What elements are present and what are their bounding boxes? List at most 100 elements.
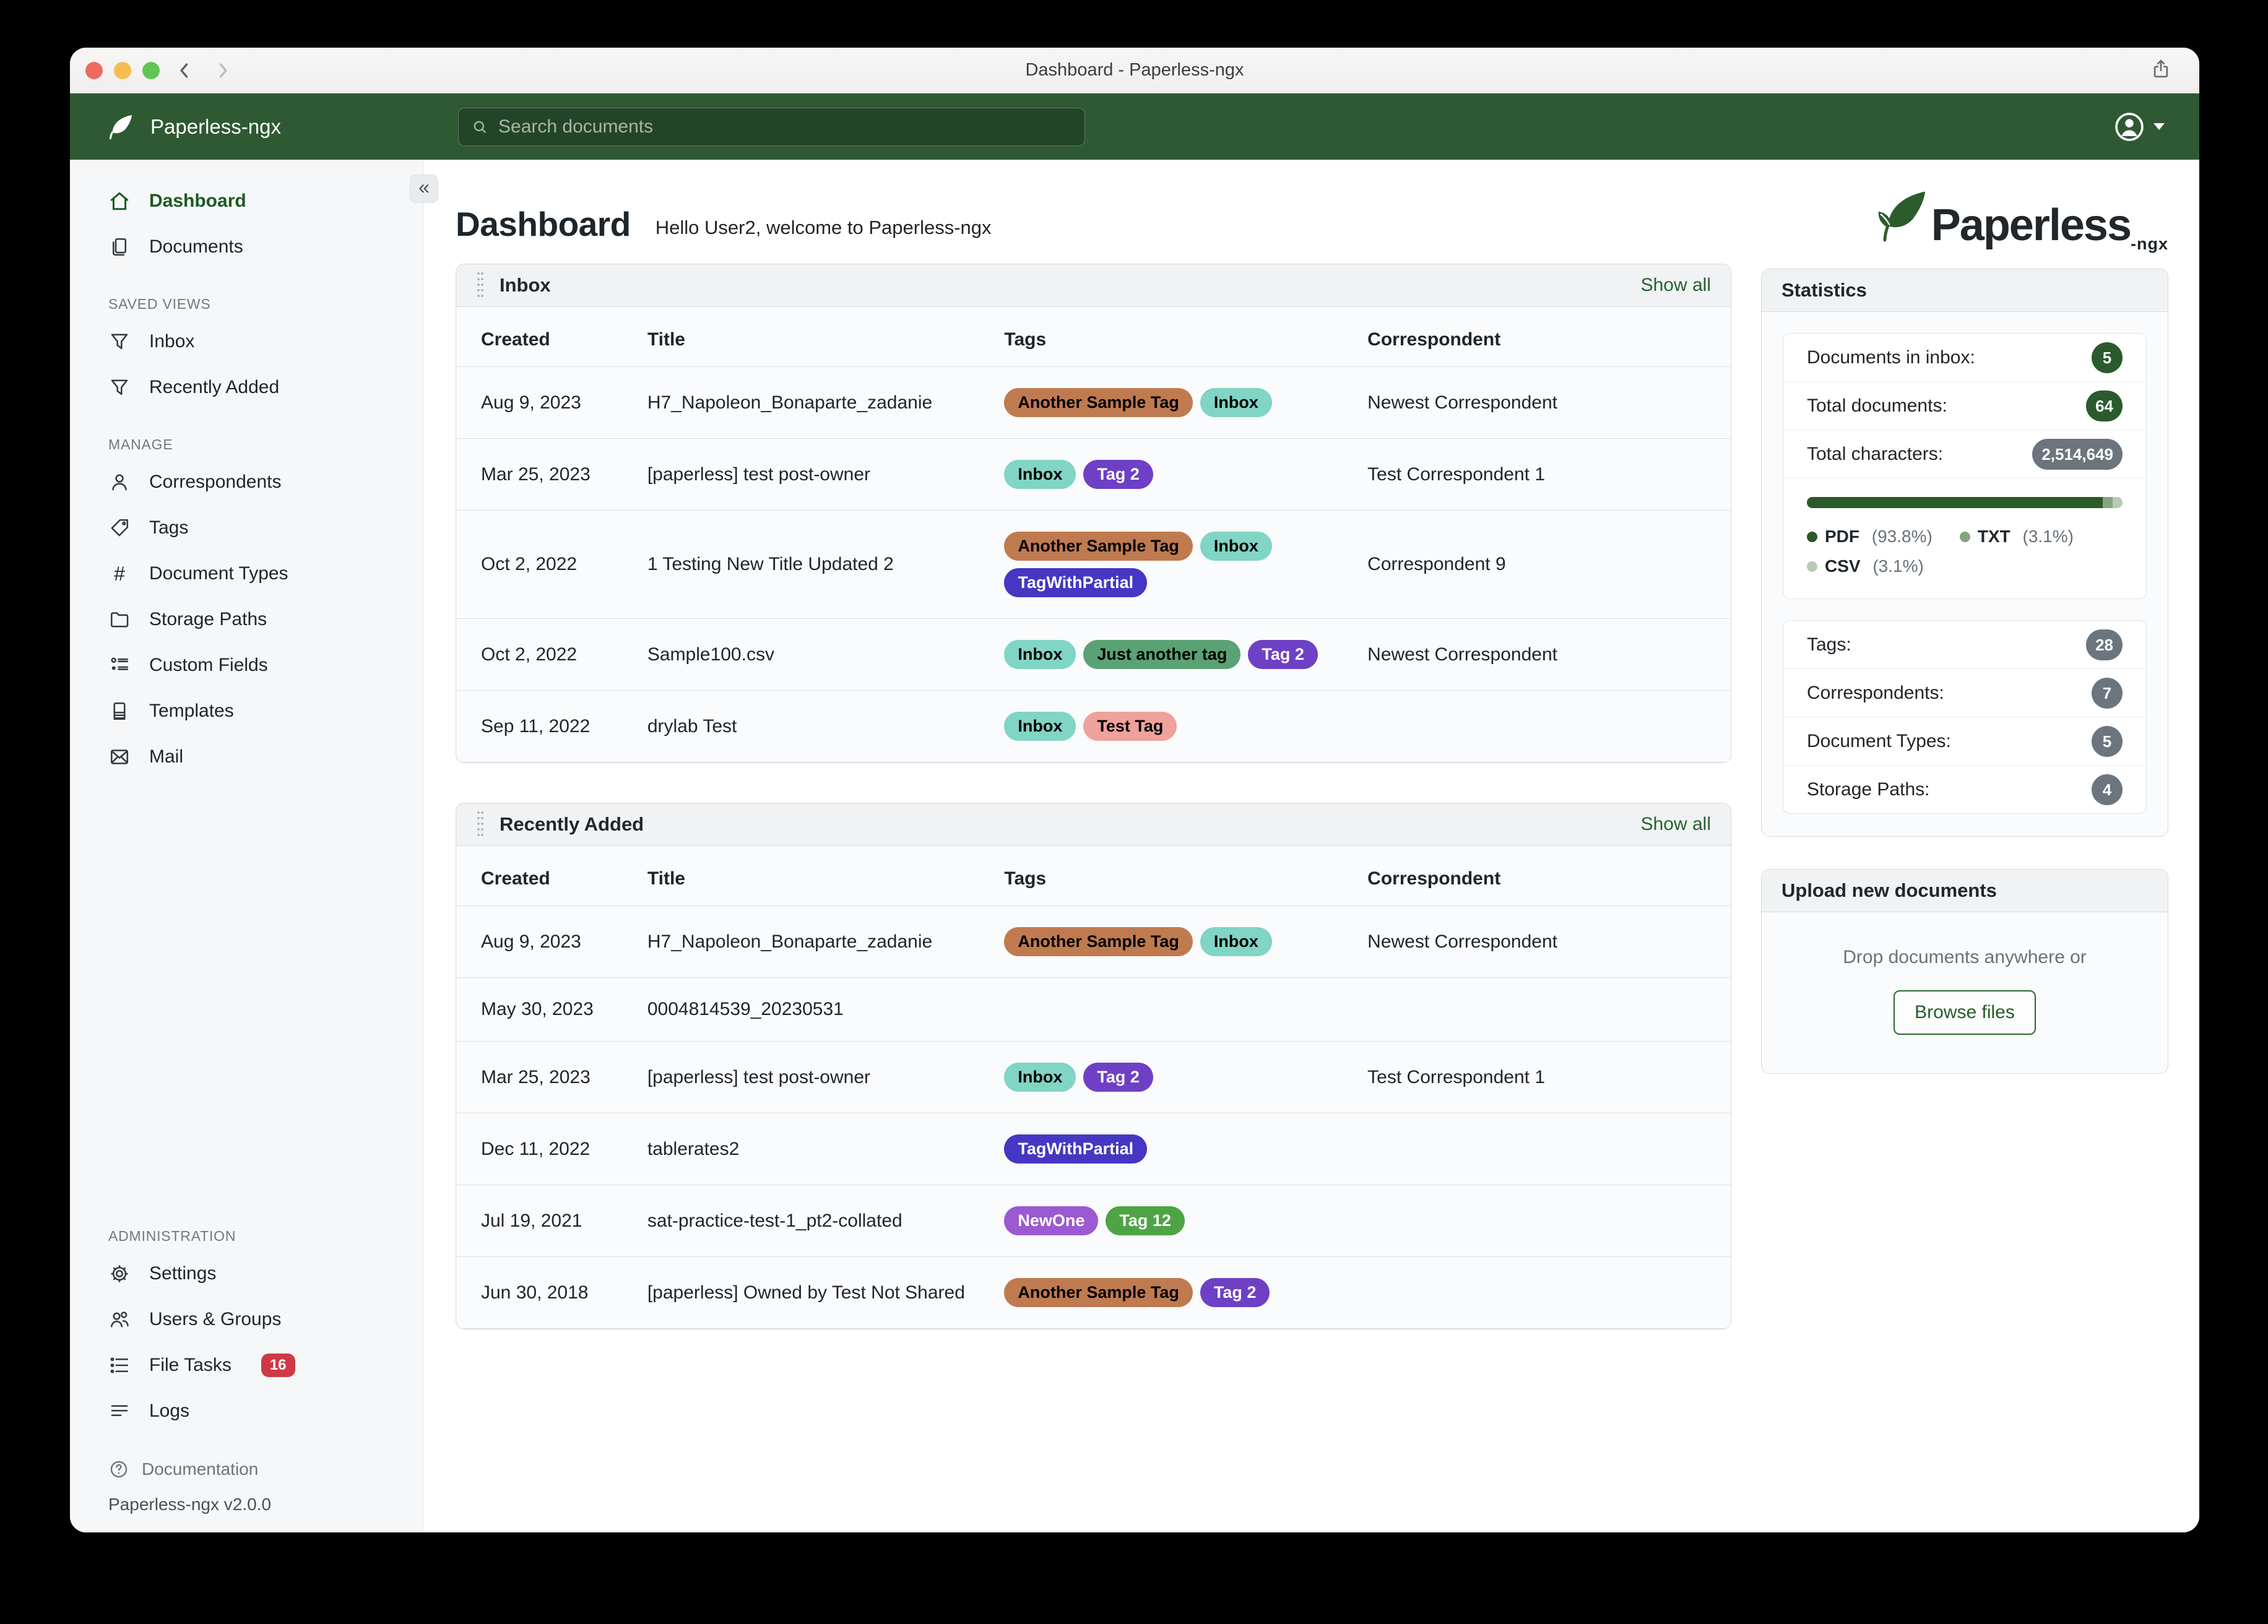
tag-pill[interactable]: Another Sample Tag: [1004, 927, 1193, 956]
sidebar-item-inbox[interactable]: Inbox: [70, 319, 423, 365]
stat-row: Document Types: 5: [1783, 717, 2146, 766]
browser-forward-icon[interactable]: [212, 60, 233, 81]
upload-card: Upload new documents Drop documents anyw…: [1761, 869, 2168, 1074]
tag-pill[interactable]: Inbox: [1004, 1063, 1076, 1092]
tag-pill[interactable]: Inbox: [1004, 712, 1076, 741]
person-icon: [108, 471, 131, 493]
table-row[interactable]: Oct 2, 2022 Sample100.csv Inbox Just anothe…: [456, 618, 1731, 691]
sidebar-item-document-types[interactable]: # Document Types: [70, 551, 423, 597]
minimize-window-button[interactable]: [114, 61, 131, 79]
tag-pill[interactable]: Tag 2: [1083, 460, 1153, 489]
cell-tags: Inbox Just another tag Tag 2: [1004, 618, 1368, 691]
search-input[interactable]: Search documents: [458, 107, 1085, 146]
sidebar-item-tags[interactable]: Tags: [70, 505, 423, 551]
cell-title: 0004814539_20230531: [647, 977, 1005, 1042]
documentation-link[interactable]: Documentation: [70, 1459, 423, 1480]
maximize-window-button[interactable]: [142, 61, 160, 79]
drag-handle-icon[interactable]: [476, 810, 485, 839]
cell-tags: TagWithPartial: [1004, 1113, 1368, 1185]
funnel-icon: [108, 376, 131, 399]
cell-tags: Another Sample Tag Inbox: [1004, 366, 1368, 439]
sidebar-collapse-button[interactable]: «: [410, 175, 438, 203]
drag-handle-icon[interactable]: [476, 271, 485, 300]
sidebar-item-file-tasks[interactable]: File Tasks 16: [70, 1342, 423, 1388]
stat-label: Correspondents:: [1807, 682, 1944, 703]
tag-pill[interactable]: Another Sample Tag: [1004, 388, 1193, 417]
cell-created: Sep 11, 2022: [456, 690, 647, 762]
column-header: Correspondent: [1367, 846, 1731, 906]
close-window-button[interactable]: [85, 61, 103, 79]
sidebar-item-mail[interactable]: Mail: [70, 734, 423, 780]
upload-hint: Drop documents anywhere or: [1843, 947, 2087, 967]
cell-created: Dec 11, 2022: [456, 1113, 647, 1185]
show-all-link[interactable]: Show all: [1640, 275, 1711, 295]
cell-title: [paperless] test post-owner: [647, 438, 1005, 511]
tag-pill[interactable]: TagWithPartial: [1004, 1134, 1148, 1164]
table-row[interactable]: Jul 19, 2021 sat-practice-test-1_pt2-coll…: [456, 1185, 1731, 1257]
bar-segment-csv: [2113, 497, 2123, 508]
tag-pill[interactable]: Inbox: [1004, 640, 1076, 669]
table-row[interactable]: Oct 2, 2022 1 Testing New Title Updated 2…: [456, 510, 1731, 619]
tag-pill[interactable]: Another Sample Tag: [1004, 532, 1193, 561]
tag-pill[interactable]: Just another tag: [1083, 640, 1241, 669]
cell-tags: NewOne Tag 12: [1004, 1185, 1368, 1257]
question-icon: [108, 1459, 129, 1480]
table-row[interactable]: Mar 25, 2023 [paperless] test post-owner I…: [456, 438, 1731, 511]
cell-correspondent: Newest Correspondent: [1367, 905, 1731, 978]
sidebar-item-custom-fields[interactable]: Custom Fields: [70, 642, 423, 688]
tag-icon: [108, 517, 131, 539]
tag-pill[interactable]: Inbox: [1200, 532, 1272, 561]
sidebar-item-users-groups[interactable]: Users & Groups: [70, 1297, 423, 1342]
app-window: Dashboard - Paperless-ngx Paperless-ngx …: [70, 48, 2199, 1532]
tag-pill[interactable]: Inbox: [1200, 927, 1272, 956]
table-row[interactable]: Sep 11, 2022 drylab Test Inbox Test Tag: [456, 690, 1731, 762]
cell-correspondent: Newest Correspondent: [1367, 366, 1731, 439]
sidebar-item-correspondents[interactable]: Correspondents: [70, 459, 423, 505]
sidebar-item-recently-added[interactable]: Recently Added: [70, 365, 423, 410]
tag-pill[interactable]: NewOne: [1004, 1206, 1099, 1235]
table-row[interactable]: Aug 9, 2023 H7_Napoleon_Bonaparte_zadanie…: [456, 905, 1731, 978]
show-all-link[interactable]: Show all: [1640, 814, 1711, 834]
sidebar-item-label: Correspondents: [149, 472, 282, 492]
brand[interactable]: Paperless-ngx: [106, 112, 281, 142]
table-row[interactable]: Dec 11, 2022 tablerates2 TagWithPartial: [456, 1113, 1731, 1185]
logo-word: Paperless: [1931, 201, 2132, 250]
sidebar-item-settings[interactable]: Settings: [70, 1251, 423, 1297]
folder-icon: [108, 608, 131, 631]
sidebar-item-dashboard[interactable]: Dashboard: [70, 178, 423, 224]
upload-header: Upload new documents: [1762, 870, 2168, 912]
tag-pill[interactable]: Tag 2: [1083, 1063, 1153, 1092]
table-row[interactable]: Jun 30, 2018 [paperless] Owned by Test No…: [456, 1256, 1731, 1329]
tag-pill[interactable]: TagWithPartial: [1004, 568, 1148, 597]
table-row[interactable]: Mar 25, 2023 [paperless] test post-owner I…: [456, 1041, 1731, 1113]
tag-pill[interactable]: Inbox: [1004, 460, 1076, 489]
tag-pill[interactable]: Test Tag: [1083, 712, 1177, 741]
sidebar-item-templates[interactable]: Templates: [70, 688, 423, 734]
statistics-title: Statistics: [1781, 279, 1867, 301]
user-menu[interactable]: [2113, 110, 2165, 144]
cell-created: May 30, 2023: [456, 977, 647, 1042]
tag-pill[interactable]: Tag 2: [1200, 1278, 1270, 1307]
window-title: Dashboard - Paperless-ngx: [1025, 60, 1244, 80]
table-row[interactable]: Aug 9, 2023 H7_Napoleon_Bonaparte_zadanie…: [456, 366, 1731, 439]
tag-pill[interactable]: Inbox: [1200, 388, 1272, 417]
tag-pill[interactable]: Tag 12: [1106, 1206, 1185, 1235]
tag-pill[interactable]: Tag 2: [1248, 640, 1318, 669]
mail-icon: [108, 746, 131, 768]
browse-files-button[interactable]: Browse files: [1894, 990, 2036, 1035]
stat-row: Storage Paths: 4: [1783, 766, 2146, 813]
tag-pill[interactable]: Another Sample Tag: [1004, 1278, 1193, 1307]
home-icon: [108, 190, 131, 212]
sidebar-item-storage-paths[interactable]: Storage Paths: [70, 597, 423, 642]
browser-back-icon[interactable]: [174, 60, 195, 81]
hash-icon: #: [114, 562, 125, 585]
inbox-card: Inbox Show all Created Title Tags Corresponde…: [456, 264, 1731, 763]
table-row[interactable]: May 30, 2023 0004814539_20230531: [456, 977, 1731, 1042]
users-icon: [108, 1308, 131, 1331]
sidebar-item-documents[interactable]: Documents: [70, 224, 423, 270]
sidebar-item-label: Dashboard: [149, 191, 246, 211]
templates-icon: [108, 700, 131, 722]
sidebar-item-logs[interactable]: Logs: [70, 1388, 423, 1434]
share-icon[interactable]: [2150, 58, 2172, 83]
leaf-icon: [109, 114, 132, 139]
